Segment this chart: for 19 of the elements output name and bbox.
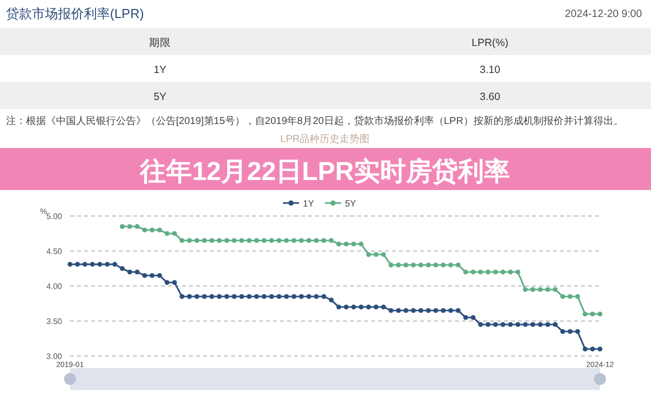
text: 3.60 (480, 91, 500, 103)
y-tick-label: 3.50 (46, 317, 63, 326)
legend-label: 5Y (345, 198, 356, 208)
text: 3.10 (480, 64, 500, 76)
y-tick-label: 3.00 (46, 352, 63, 361)
category-label: 1Y (154, 64, 166, 76)
text: 注：根据《中国人民银行公告》（公告[2019]第15号），自2019年8月20日起，贷款市场报价利率（LPR）按新的形成机制报价并计算得出。 (6, 115, 624, 127)
y-axis-title: % (40, 207, 48, 216)
text: 贷款市场报价利率(LPR) (6, 6, 144, 21)
y-tick-label: 4.00 (46, 282, 63, 291)
chart-subtitle: LPR品种历史走势图 (280, 133, 370, 145)
text: 2024-12-20 9:00 (564, 8, 642, 20)
text: 期限 (149, 37, 171, 49)
chart-title: 往年12月22日LPR实时房贷利率 (139, 156, 510, 186)
legend-label: 1Y (303, 198, 314, 208)
y-tick-label: 5.00 (46, 212, 63, 221)
category-label: 5Y (154, 91, 166, 103)
y-tick-label: 4.50 (46, 247, 63, 256)
text: LPR(%) (472, 37, 508, 49)
